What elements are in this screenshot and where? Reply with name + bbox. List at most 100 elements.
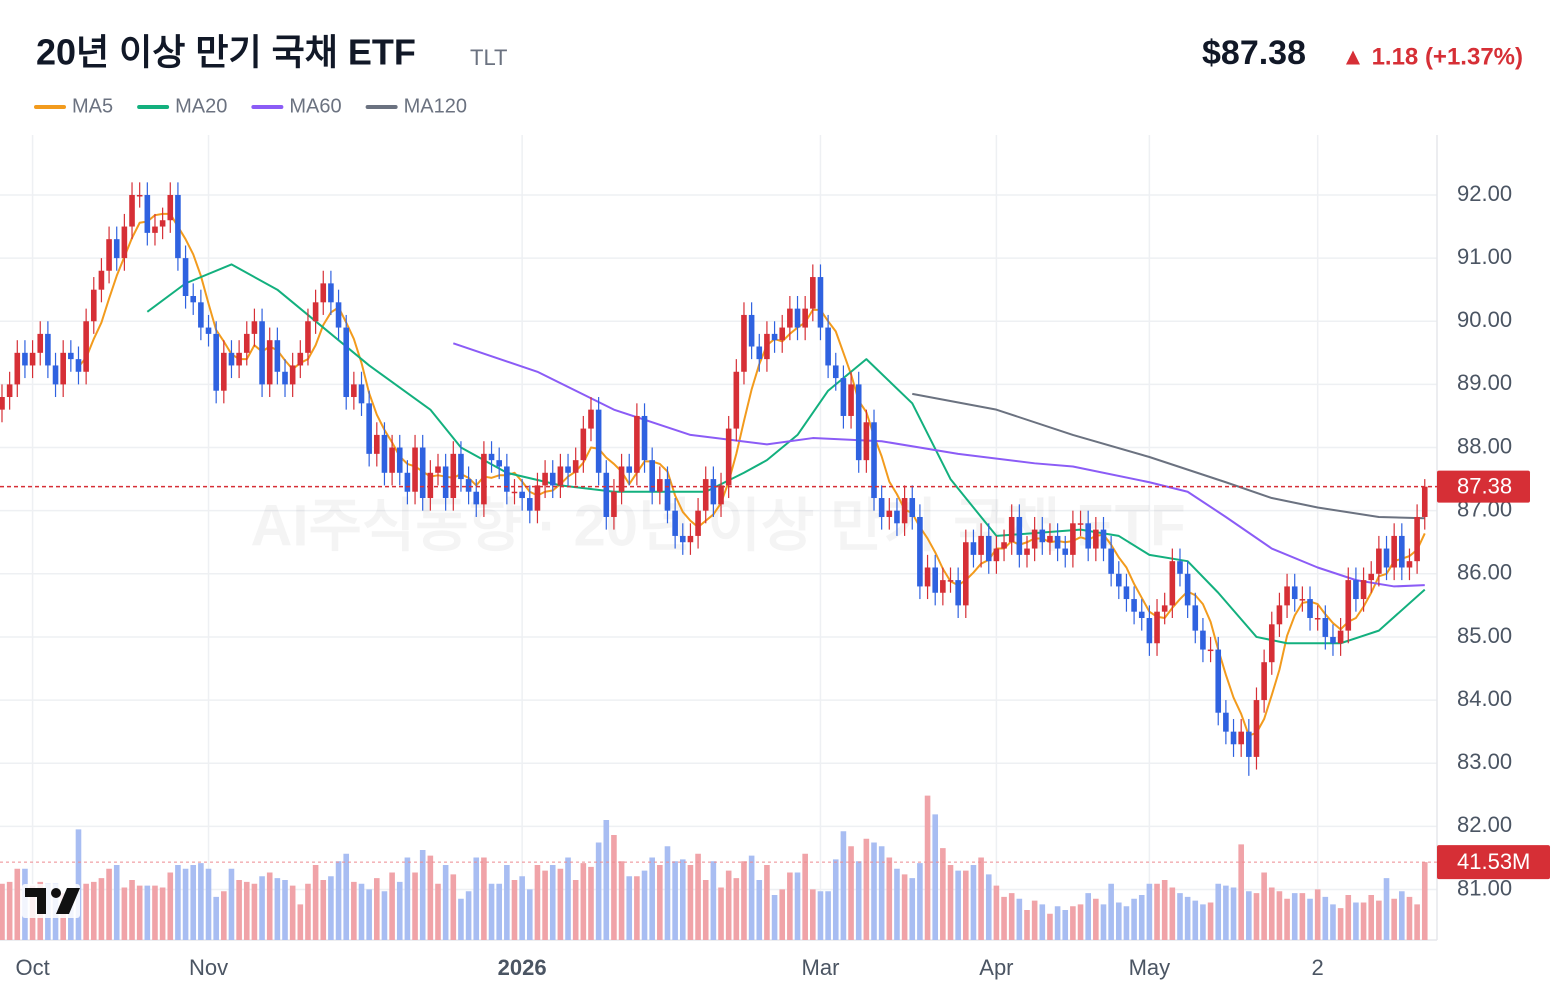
volume-bar (848, 846, 854, 940)
candle-body (565, 466, 571, 473)
legend-label: MA5 (72, 95, 113, 117)
legend-label: MA20 (175, 95, 227, 117)
y-tick-label: 91.00 (1457, 244, 1512, 269)
candle-body (557, 466, 564, 486)
volume-bar (1368, 895, 1375, 940)
candle-body (1161, 605, 1168, 612)
candle-body (396, 447, 403, 473)
candle-body (1307, 599, 1313, 618)
volume-bar (580, 863, 587, 940)
volume-bar (611, 835, 617, 940)
candle-body (955, 580, 961, 606)
volume-bar (6, 881, 13, 940)
candle-body (1353, 580, 1359, 600)
volume-bar (1169, 887, 1176, 940)
candle-body (572, 460, 579, 473)
volume-bar (190, 865, 197, 940)
candle-body (810, 277, 816, 309)
candle-body (458, 453, 464, 480)
volume-bar (1047, 913, 1053, 940)
candle-body (1230, 731, 1237, 745)
candle-body (389, 447, 395, 473)
logo (22, 884, 80, 918)
volume-bar (1093, 898, 1099, 940)
volume-bar (565, 857, 571, 940)
candle-body (106, 239, 112, 271)
volume-bar (572, 880, 579, 940)
candle-body (1100, 529, 1107, 549)
candle-body (182, 258, 189, 296)
volume-bar (144, 885, 151, 940)
volume-bar (894, 868, 900, 940)
candle-body (404, 472, 411, 492)
candle-body (251, 321, 258, 334)
volume-bar (450, 874, 457, 940)
candle-body (45, 333, 51, 366)
volume-bar (14, 868, 21, 940)
volume-bar (993, 885, 1000, 940)
volume-bar (557, 868, 564, 940)
volume-bar (1215, 883, 1222, 940)
volume-bar (626, 876, 633, 940)
volume-bar (481, 857, 487, 940)
candle-body (725, 428, 732, 486)
y-tick-label: 85.00 (1457, 623, 1512, 648)
volume-bar (511, 880, 518, 940)
candle-body (634, 415, 640, 473)
volume-bar (442, 865, 449, 940)
candle-body (1215, 649, 1222, 713)
volume-bar (1146, 883, 1153, 940)
candle-body (236, 352, 242, 366)
candle-body (243, 333, 250, 353)
volume-bar (98, 878, 105, 940)
y-tick-label: 84.00 (1457, 686, 1512, 711)
volume-bar (213, 896, 219, 940)
volume-bar (274, 878, 281, 940)
volume-bar (764, 865, 770, 940)
candle-body (1360, 580, 1367, 600)
candle-body (1123, 586, 1130, 600)
volume-bar (702, 880, 709, 940)
candle-body (1207, 649, 1214, 652)
candle-body (121, 226, 128, 259)
volume-bar (955, 870, 961, 940)
volume-bar (1131, 898, 1137, 940)
candle-body (924, 567, 931, 587)
x-tick-label: May (1129, 955, 1171, 980)
candle-body (901, 498, 908, 524)
candle-body (366, 403, 372, 454)
volume-bar (1031, 900, 1038, 940)
volume-bar (1223, 885, 1229, 940)
volume-bar (1376, 900, 1382, 940)
volume-bar (381, 891, 388, 940)
candle-body (1291, 586, 1298, 600)
candle-body (756, 346, 763, 360)
candle-body (1031, 529, 1038, 549)
candle-body (817, 277, 824, 328)
volume-bar (1184, 896, 1191, 940)
candle-body (534, 485, 541, 511)
candle-body (679, 535, 686, 543)
candle-body (282, 371, 288, 385)
candle-body (526, 498, 533, 511)
candle-body (871, 422, 877, 499)
volume-bar (1322, 896, 1329, 940)
volume-bar (121, 887, 128, 940)
candle-body (1154, 611, 1160, 644)
volume-bar (351, 881, 357, 940)
volume-bar (205, 868, 212, 940)
volume-bar (810, 889, 816, 940)
candle-body (940, 580, 946, 593)
volume-bar (1039, 904, 1046, 940)
volume-bar (1154, 883, 1160, 940)
candle-body (733, 371, 740, 429)
candle-body (228, 352, 235, 366)
candle-body (840, 378, 847, 416)
volume-bar (649, 857, 655, 940)
candle-body (113, 239, 120, 259)
candle-body (1322, 618, 1329, 637)
volume-bar (748, 855, 755, 940)
volume-bar (534, 865, 541, 940)
candle-body (549, 472, 556, 486)
